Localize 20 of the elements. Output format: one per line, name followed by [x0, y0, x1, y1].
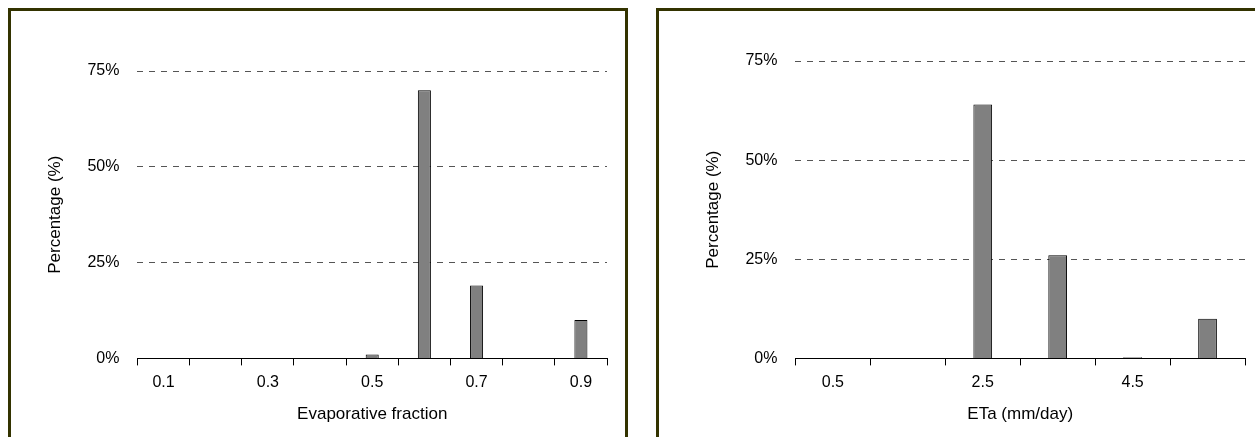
y-axis-title: Percentage (%) — [702, 150, 722, 269]
y-tick-label: 0% — [96, 348, 120, 366]
y-tick-label: 25% — [745, 249, 778, 267]
y-axis-title: Percentage (%) — [44, 155, 64, 274]
y-tick-label: 75% — [87, 61, 120, 79]
x-tick-label: 0.5 — [821, 373, 845, 391]
y-tick-label: 75% — [745, 51, 778, 69]
y-tick-label: 0% — [754, 348, 778, 366]
y-tick-label: 25% — [87, 253, 120, 271]
x-tick-label: 2.5 — [971, 373, 994, 391]
y-tick-label: 50% — [745, 150, 778, 168]
x-tick-label: 0.7 — [465, 373, 488, 391]
x-tick-label: 0.1 — [152, 373, 175, 391]
x-axis-title: Evaporative fraction — [297, 404, 448, 424]
x-tick-label: 4.5 — [1121, 373, 1144, 391]
y-tick-label: 50% — [87, 157, 120, 175]
x-tick-label: 0.5 — [361, 373, 384, 391]
x-tick-label: 0.9 — [569, 373, 593, 391]
x-tick-label: 0.3 — [256, 373, 280, 391]
x-axis-title: ETa (mm/day) — [967, 404, 1074, 424]
